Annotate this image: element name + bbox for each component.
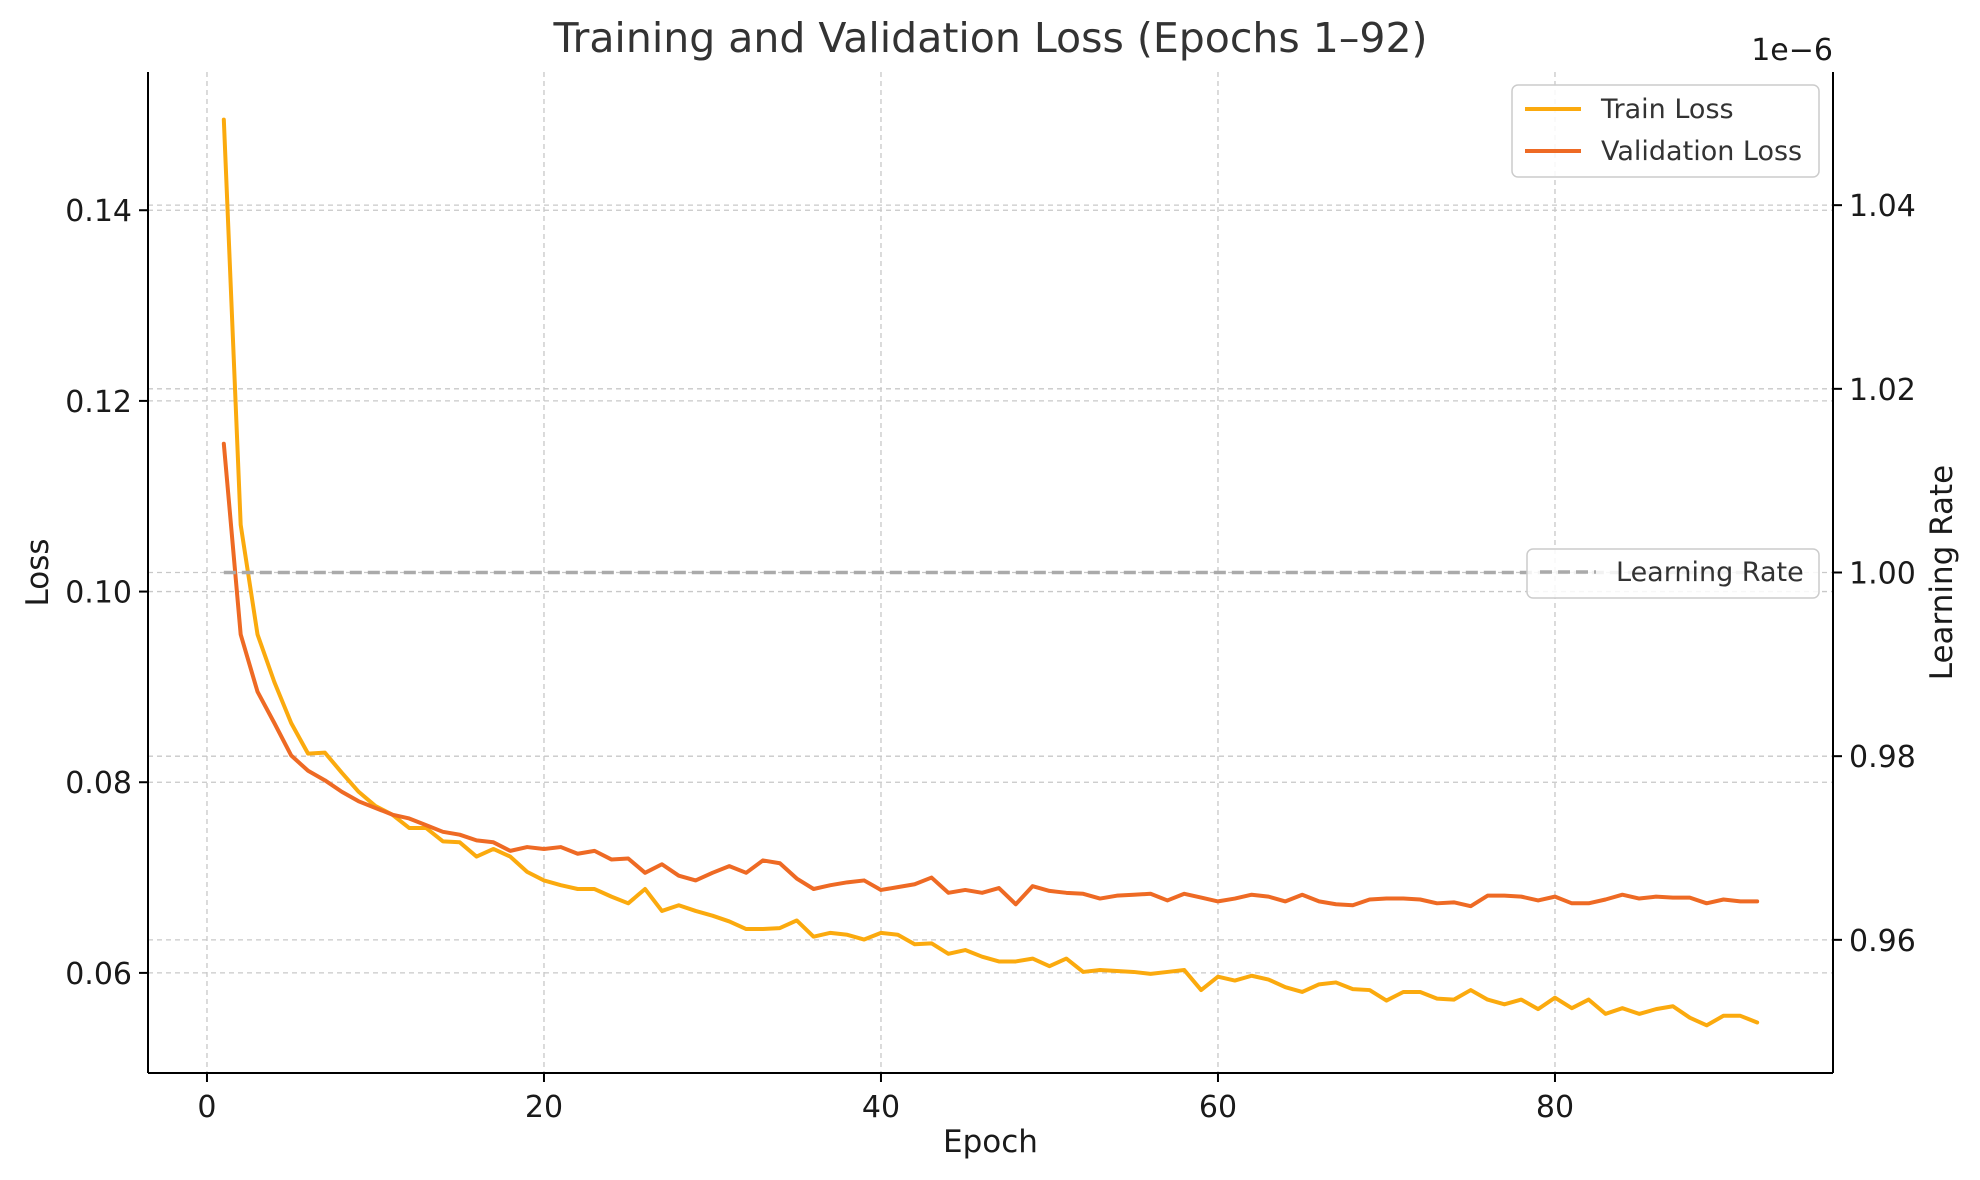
y2-tick-label: 0.96 [1849,924,1916,959]
lr-legend-box [1526,548,1820,599]
train-loss-line [221,117,1760,1028]
y-axis-label: Loss [20,539,56,607]
validation-loss-line [221,441,1760,909]
y-tick-label: 0.06 [65,957,132,992]
y-tick-label: 0.12 [65,385,132,420]
y2-tick-label: 1.00 [1849,557,1916,592]
x-axis-label: Epoch [943,1124,1038,1160]
y2-tick-label: 1.02 [1849,373,1916,408]
y2-tick-label: 0.98 [1849,740,1916,775]
loss-legend: Train Loss Validation Loss [1511,84,1820,178]
x-tick-label: 60 [1199,1090,1237,1125]
loss-legend-box [1511,84,1820,178]
legend-label-train-loss: Train Loss [1600,94,1734,125]
chart-title: Training and Validation Loss (Epochs 1–9… [552,14,1427,62]
y2-axis-label: Learning Rate [1924,465,1960,681]
y-tick-label: 0.14 [65,194,132,229]
x-tick-label: 0 [197,1090,216,1125]
y-tick-label: 0.08 [65,766,132,801]
legend-label-learning-rate: Learning Rate [1616,557,1804,588]
y2-tick-label: 1.04 [1849,189,1916,224]
y-tick-label: 0.10 [65,576,132,611]
x-tick-label: 20 [525,1090,563,1125]
lr-legend: Learning Rate [1526,548,1820,599]
legend-label-validation-loss: Validation Loss [1601,136,1802,167]
y2-offset-text: 1e−6 [1751,33,1833,68]
x-tick-label: 40 [862,1090,900,1125]
x-tick-label: 80 [1536,1090,1574,1125]
